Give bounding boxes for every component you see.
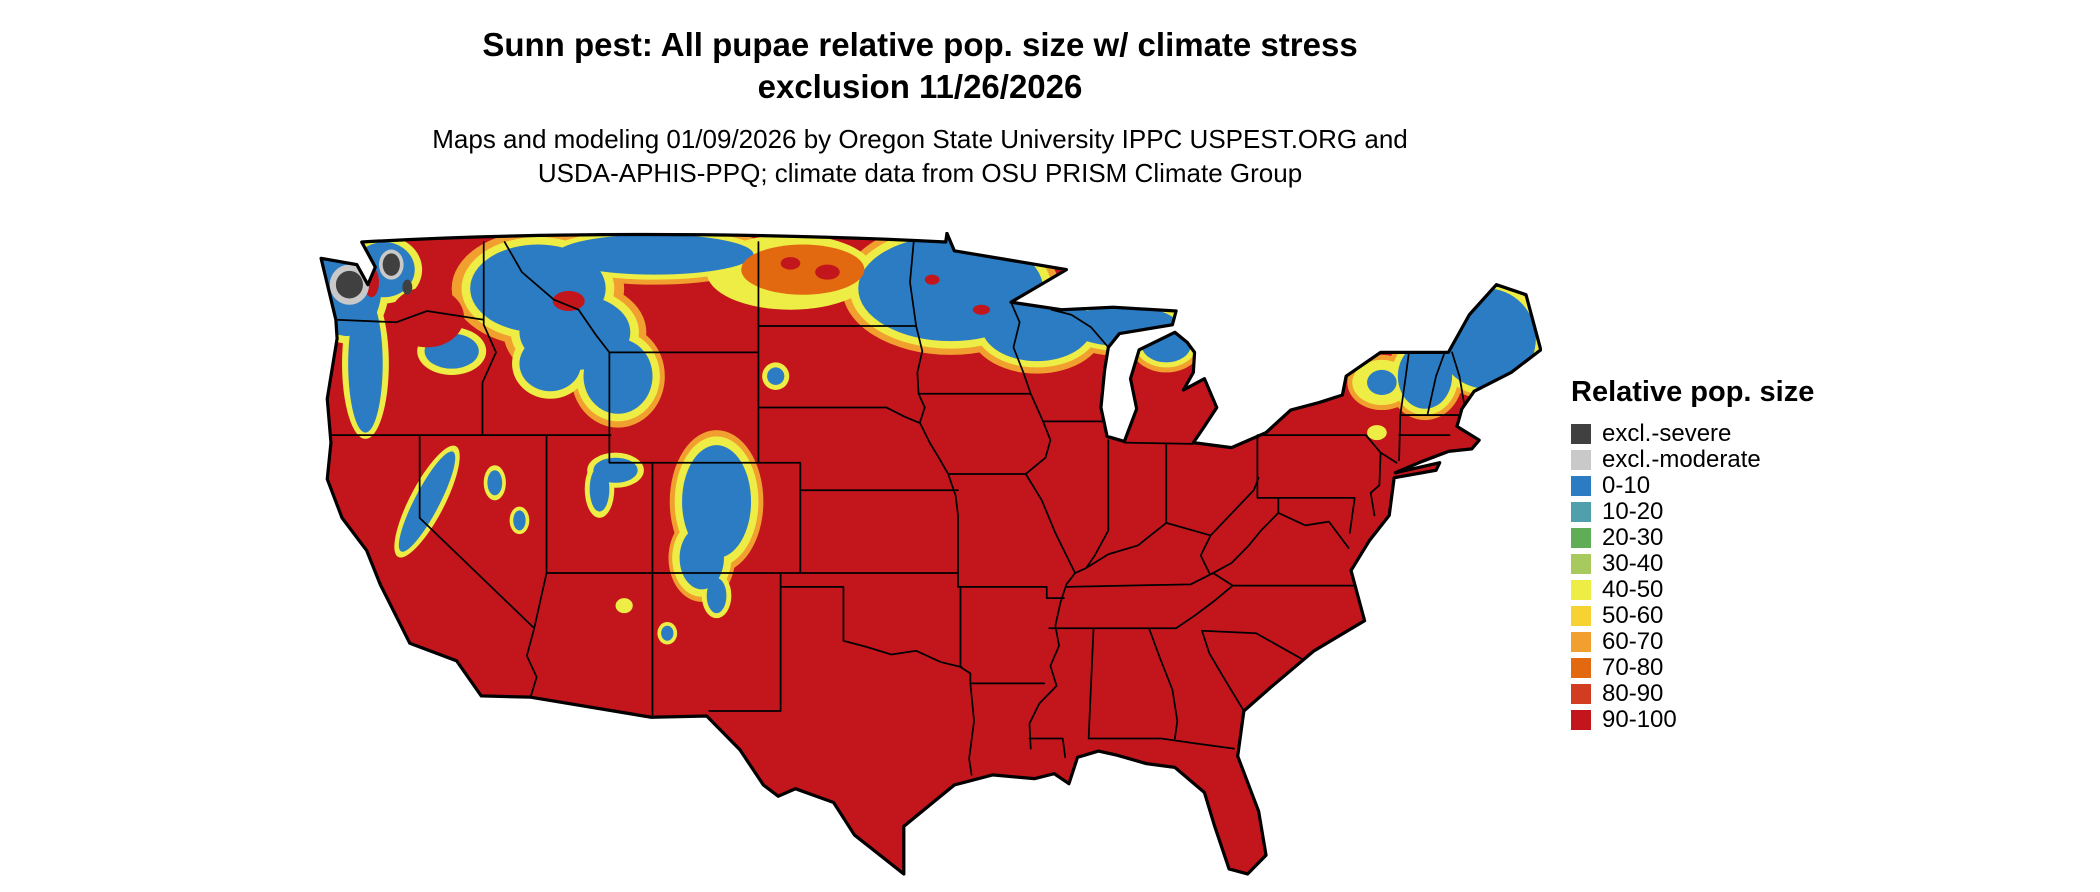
legend-label: 90-100 — [1602, 706, 1677, 733]
legend-swatch-80-90 — [1571, 684, 1591, 704]
legend-label: 50-60 — [1602, 602, 1664, 629]
page-subtitle: Maps and modeling 01/09/2026 by Oregon S… — [0, 122, 1840, 190]
legend-swatch-excl-severe — [1571, 424, 1591, 444]
legend-label: 0-10 — [1602, 472, 1651, 499]
us-outline — [319, 232, 1542, 876]
legend-item: excl.-severe — [1571, 421, 1814, 447]
legend-swatch-70-80 — [1571, 658, 1591, 678]
legend-label: 80-90 — [1602, 680, 1664, 707]
legend-label: 30-40 — [1602, 550, 1664, 577]
legend-title: Relative pop. size — [1571, 376, 1815, 408]
legend-swatch-0-10 — [1571, 476, 1591, 496]
legend-label: 10-20 — [1602, 498, 1664, 525]
legend-item: 60-70 — [1571, 629, 1814, 655]
legend-swatch-90-100 — [1571, 710, 1591, 730]
map-band-70-80-core — [741, 244, 865, 295]
legend-label: excl.-moderate — [1602, 446, 1761, 473]
legend-item: 10-20 — [1571, 499, 1814, 525]
legend-swatch-30-40 — [1571, 554, 1591, 574]
legend-item: 90-100 — [1571, 707, 1814, 733]
legend-label: 20-30 — [1602, 524, 1664, 551]
legend-item: 70-80 — [1571, 655, 1814, 681]
legend-swatch-60-70 — [1571, 632, 1591, 652]
legend-swatch-excl-moderate — [1571, 450, 1591, 470]
legend-items: excl.-severe excl.-moderate 0-10 10-20 2… — [1571, 421, 1814, 733]
legend-item: 50-60 — [1571, 603, 1814, 629]
map-excl-severe — [335, 253, 413, 299]
us-map — [319, 232, 1542, 876]
page-title-line1: Sunn pest: All pupae relative pop. size … — [482, 26, 1358, 63]
legend: Relative pop. size excl.-severe excl.-mo… — [1571, 376, 1814, 733]
legend-item: 80-90 — [1571, 681, 1814, 707]
legend-swatch-40-50 — [1571, 580, 1591, 600]
page-subtitle-line2: USDA-APHIS-PPQ; climate data from OSU PR… — [537, 158, 1303, 188]
legend-item: 40-50 — [1571, 577, 1814, 603]
legend-label: 70-80 — [1602, 654, 1664, 681]
legend-item: 30-40 — [1571, 551, 1814, 577]
legend-item: 0-10 — [1571, 473, 1814, 499]
page-title-line2: exclusion 11/26/2026 — [757, 68, 1083, 105]
legend-item: excl.-moderate — [1571, 447, 1814, 473]
page-subtitle-line1: Maps and modeling 01/09/2026 by Oregon S… — [432, 124, 1408, 154]
legend-swatch-50-60 — [1571, 606, 1591, 626]
legend-item: 20-30 — [1571, 525, 1814, 551]
title-block: Sunn pest: All pupae relative pop. size … — [0, 24, 1840, 190]
legend-label: 40-50 — [1602, 576, 1664, 603]
legend-label: excl.-severe — [1602, 420, 1732, 447]
legend-swatch-10-20 — [1571, 502, 1591, 522]
state-borders — [330, 241, 1466, 776]
legend-label: 60-70 — [1602, 628, 1664, 655]
legend-swatch-20-30 — [1571, 528, 1591, 548]
